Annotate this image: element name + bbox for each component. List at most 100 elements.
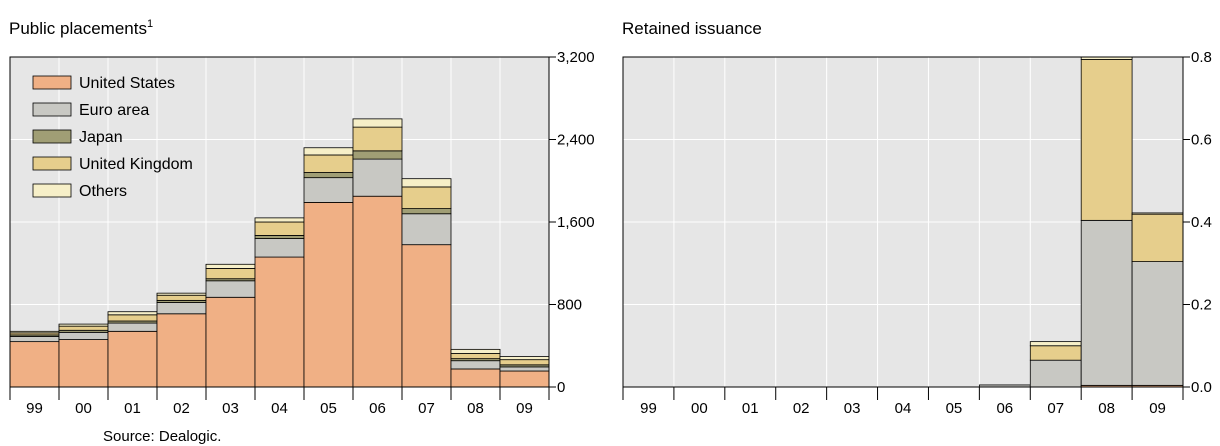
bar-others-07: [1029, 341, 1082, 347]
x-tick-label-08: 08: [467, 400, 484, 417]
y-tick-label-800: 800: [557, 297, 582, 314]
bar-united-kingdom-08: [450, 353, 501, 360]
bar-united-kingdom-00: [58, 325, 109, 331]
bar-others-06: [352, 118, 403, 128]
bar-others-09: [1131, 212, 1184, 215]
bar-euro-area-07: [1029, 359, 1082, 388]
bar-euro-area-99: [9, 336, 60, 343]
legend-label-united-states: United States: [79, 75, 175, 92]
x-tick-label-99: 99: [26, 400, 43, 417]
bar-japan-05: [303, 172, 354, 179]
bar-others-00: [58, 323, 109, 327]
bar-united-kingdom-01: [107, 314, 158, 322]
title-footnote-marker: 1: [147, 18, 153, 30]
legend-swatch-others: [32, 183, 72, 198]
x-axis-right: 99 00 01 02 03 04 05 06 07 08 09: [622, 387, 1184, 417]
retained-issuance-title: Retained issuance: [622, 19, 762, 38]
bar-united-kingdom-03: [205, 268, 256, 280]
bar-euro-area-06: [352, 158, 403, 197]
bar-euro-area-03: [205, 280, 256, 298]
x-tick-label-04: 04: [271, 400, 288, 417]
bar-united-states-05: [303, 202, 354, 388]
public-placements-chart: Public placements1 99 00 01 02 03 04 05 06 07 08 0…: [9, 18, 595, 417]
y-tick-label-3-200: 3,200: [557, 49, 595, 66]
bar-others-04: [254, 217, 305, 223]
legend-label-euro-area: Euro area: [79, 102, 149, 119]
y-axis-right: 0.0 0.2 0.4 0.6 0.8: [1183, 49, 1212, 396]
bar-united-states-00: [58, 339, 109, 388]
bar-others-07: [401, 178, 452, 188]
bar-united-states-04: [254, 256, 305, 388]
bar-united-states-08: [450, 368, 501, 388]
y-axis-left: 0 800 1,600 2,400 3,200: [549, 49, 595, 396]
bar-united-kingdom-02: [156, 294, 207, 301]
x-tick-label-01: 01: [742, 400, 759, 417]
y-tick-label-1-600: 1,600: [557, 214, 595, 231]
x-tick-label-03: 03: [222, 400, 239, 417]
legend-label-japan: Japan: [79, 129, 123, 146]
bar-united-states-06: [352, 195, 403, 388]
bar-others-01: [107, 311, 158, 316]
bar-japan-07: [401, 208, 452, 215]
x-tick-label-05: 05: [320, 400, 337, 417]
bar-united-states-09: [499, 370, 550, 388]
public-placements-title: Public placements1: [9, 18, 153, 38]
bar-euro-area-08: [1080, 219, 1133, 386]
bar-united-states-03: [205, 296, 256, 388]
bar-united-states-01: [107, 330, 158, 388]
bar-united-kingdom-09: [499, 359, 550, 366]
x-tick-label-01: 01: [124, 400, 141, 417]
x-tick-label-00: 00: [691, 400, 708, 417]
x-tick-label-06: 06: [996, 400, 1013, 417]
x-tick-label-00: 00: [75, 400, 92, 417]
legend-label-others: Others: [79, 183, 127, 200]
x-tick-label-09: 09: [1149, 400, 1166, 417]
x-tick-label-99: 99: [640, 400, 657, 417]
bar-united-kingdom-07: [1029, 345, 1082, 361]
legend: United States Euro area Japan United Kingdo…: [32, 75, 193, 200]
retained-issuance-chart: Retained issuance 99 00 01 02 03 04 05 06 07 08 09…: [622, 19, 1212, 417]
bar-united-states-07: [401, 244, 452, 388]
bar-others-03: [205, 263, 256, 269]
source-note: Source: Dealogic.: [103, 428, 221, 445]
bar-euro-area-00: [58, 331, 109, 340]
bar-others-05: [303, 147, 354, 156]
bar-euro-area-07: [401, 213, 452, 246]
legend-swatch-united-kingdom: [32, 156, 72, 171]
y-tick-label-0-0: 0.0: [1191, 379, 1212, 396]
x-tick-label-02: 02: [793, 400, 810, 417]
bar-others-02: [156, 292, 207, 296]
bar-united-kingdom-09: [1131, 213, 1184, 263]
bar-japan-04: [254, 235, 305, 239]
x-tick-label-04: 04: [895, 400, 912, 417]
legend-swatch-japan: [32, 129, 72, 144]
x-tick-label-07: 07: [1047, 400, 1064, 417]
x-tick-label-02: 02: [173, 400, 190, 417]
bar-others-09: [499, 356, 550, 361]
x-tick-label-05: 05: [946, 400, 963, 417]
bar-euro-area-04: [254, 238, 305, 258]
x-tick-label-03: 03: [844, 400, 861, 417]
bar-united-kingdom-05: [303, 154, 354, 173]
bar-euro-area-05: [303, 177, 354, 203]
legend-swatch-united-states: [32, 75, 72, 90]
x-tick-label-06: 06: [369, 400, 386, 417]
bar-euro-area-01: [107, 322, 158, 332]
y-tick-label-0: 0: [557, 379, 565, 396]
x-tick-label-08: 08: [1098, 400, 1115, 417]
bar-euro-area-09: [499, 366, 550, 372]
bar-euro-area-09: [1131, 261, 1184, 386]
bar-united-states-99: [9, 341, 60, 388]
legend-label-united-kingdom: United Kingdom: [79, 156, 193, 173]
bar-japan-06: [352, 150, 403, 160]
bar-united-kingdom-07: [401, 186, 452, 209]
bar-united-kingdom-08: [1080, 59, 1133, 221]
bar-united-kingdom-04: [254, 221, 305, 236]
y-tick-label-0-8: 0.8: [1191, 49, 1212, 66]
bar-others-99: [9, 330, 60, 334]
x-axis-left: 99 00 01 02 03 04 05 06 07 08 09: [9, 387, 550, 417]
bars-left: [9, 118, 550, 388]
bars-right: [978, 56, 1184, 388]
x-tick-label-07: 07: [418, 400, 435, 417]
